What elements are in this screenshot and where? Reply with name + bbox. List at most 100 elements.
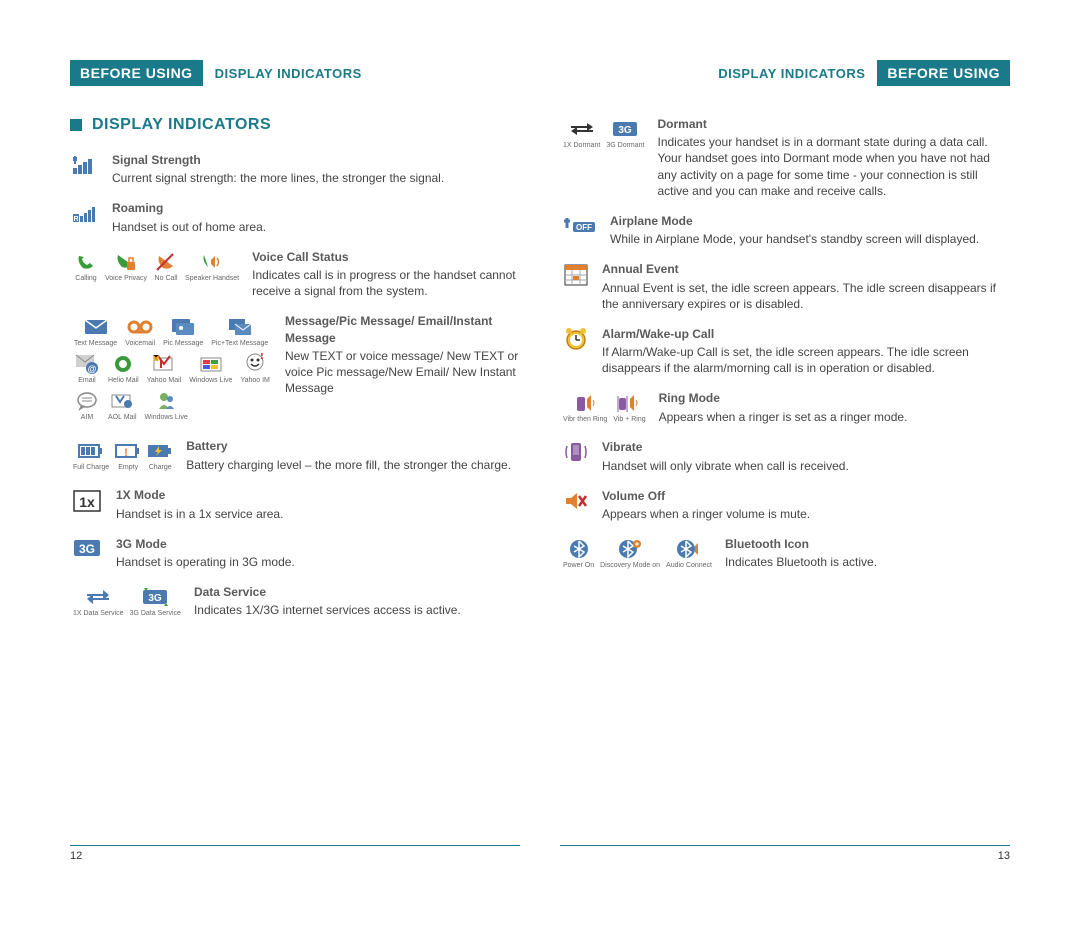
item-vibrate: Vibrate Handset will only vibrate when c… bbox=[560, 439, 1010, 473]
item-voice-call: Calling Voice Privacy No Call Speaker Ha… bbox=[70, 249, 520, 300]
page-number-right: 13 bbox=[560, 845, 1010, 862]
item-3g: 3G 3G Mode Handset is operating in 3G mo… bbox=[70, 536, 520, 570]
item-title: Annual Event bbox=[602, 261, 1010, 277]
item-title: Volume Off bbox=[602, 488, 1010, 504]
yahoo-mail-icon bbox=[151, 353, 177, 375]
item-title: Ring Mode bbox=[659, 390, 1010, 406]
windows-live-icon bbox=[198, 353, 224, 375]
svg-text:!: ! bbox=[260, 353, 264, 362]
item-message: Text Message Voicemail Pic Message Pic+T… bbox=[70, 313, 520, 424]
signal-icon bbox=[73, 154, 99, 176]
item-desc: Handset is in a 1x service area. bbox=[116, 506, 520, 522]
item-desc: Handset is operating in 3G mode. bbox=[116, 554, 520, 570]
bt-power-icon bbox=[566, 538, 592, 560]
helio-mail-icon bbox=[110, 353, 136, 375]
no-call-icon bbox=[153, 251, 179, 273]
voicemail-icon bbox=[127, 316, 153, 338]
aim-icon bbox=[74, 390, 100, 412]
windows-live2-icon bbox=[153, 390, 179, 412]
item-title: Dormant bbox=[657, 116, 1010, 132]
text-message-icon bbox=[83, 316, 109, 338]
pic-text-message-icon bbox=[227, 316, 253, 338]
svg-text:R: R bbox=[73, 216, 78, 223]
item-title: Roaming bbox=[112, 200, 520, 216]
item-title: 3G Mode bbox=[116, 536, 520, 552]
right-page: DISPLAY INDICATORS BEFORE USING 1X Dorma… bbox=[540, 60, 1030, 892]
item-title: Battery bbox=[186, 438, 520, 454]
item-dormant: 1X Dormant 3G3G Dormant Dormant Indicate… bbox=[560, 116, 1010, 199]
section-title-row: DISPLAY INDICATORS bbox=[70, 116, 520, 134]
1x-data-icon bbox=[85, 586, 111, 608]
item-battery: Full Charge !Empty Charge Battery Batter… bbox=[70, 438, 520, 473]
1x-mode-icon: 1x bbox=[73, 489, 103, 513]
voice-privacy-icon bbox=[113, 251, 139, 273]
bt-discovery-icon bbox=[617, 538, 643, 560]
item-roaming: R Roaming Handset is out of home area. bbox=[70, 200, 520, 234]
section-title: DISPLAY INDICATORS bbox=[92, 116, 271, 134]
svg-text:OFF: OFF bbox=[576, 223, 592, 232]
empty-icon: ! bbox=[115, 440, 141, 462]
item-volume-off: Volume Off Appears when a ringer volume … bbox=[560, 488, 1010, 522]
volume-off-icon bbox=[563, 490, 589, 512]
item-bluetooth: Power On Discovery Mode on Audio Connect… bbox=[560, 536, 1010, 571]
roaming-icon: R bbox=[73, 202, 99, 224]
item-desc: Appears when a ringer is set as a ringer… bbox=[659, 409, 1010, 425]
item-alarm: Alarm/Wake-up Call If Alarm/Wake-up Call… bbox=[560, 326, 1010, 377]
page-number-left: 12 bbox=[70, 845, 520, 862]
aol-mail-icon bbox=[109, 390, 135, 412]
left-page: BEFORE USING DISPLAY INDICATORS DISPLAY … bbox=[50, 60, 540, 892]
3g-dormant-icon: 3G bbox=[612, 118, 638, 140]
item-desc: Current signal strength: the more lines,… bbox=[112, 170, 520, 186]
item-desc: Indicates 1X/3G internet services access… bbox=[194, 602, 520, 618]
left-header: BEFORE USING DISPLAY INDICATORS bbox=[70, 60, 520, 86]
3g-data-icon: 3G bbox=[142, 586, 168, 608]
svg-text:3G: 3G bbox=[79, 542, 95, 556]
item-ring-mode: Vibr then Ring Vib + Ring Ring Mode Appe… bbox=[560, 390, 1010, 425]
item-signal-strength: Signal Strength Current signal strength:… bbox=[70, 152, 520, 186]
svg-text:3G: 3G bbox=[619, 125, 633, 136]
item-title: Voice Call Status bbox=[252, 249, 520, 265]
before-using-badge: BEFORE USING bbox=[877, 60, 1010, 86]
item-data-service: 1X Data Service 3G3G Data Service Data S… bbox=[70, 584, 520, 619]
yahoo-im-icon: ! bbox=[242, 353, 268, 375]
right-header: DISPLAY INDICATORS BEFORE USING bbox=[560, 60, 1010, 86]
svg-text:@: @ bbox=[88, 364, 97, 374]
1x-dormant-icon bbox=[569, 118, 595, 140]
airplane-icon: OFF bbox=[563, 215, 597, 237]
item-title: Vibrate bbox=[602, 439, 1010, 455]
item-desc: If Alarm/Wake-up Call is set, the idle s… bbox=[602, 344, 1010, 376]
item-desc: Annual Event is set, the idle screen app… bbox=[602, 280, 1010, 312]
item-annual: Annual Event Annual Event is set, the id… bbox=[560, 261, 1010, 312]
item-title: Airplane Mode bbox=[610, 213, 1010, 229]
alarm-icon bbox=[563, 328, 589, 350]
item-desc: Handset will only vibrate when call is r… bbox=[602, 458, 1010, 474]
svg-text:3G: 3G bbox=[149, 593, 163, 604]
vibr-ring-icon bbox=[572, 392, 598, 414]
item-desc: Indicates your handset is in a dormant s… bbox=[657, 134, 1010, 199]
svg-text:1x: 1x bbox=[79, 494, 95, 510]
email-icon: @ bbox=[74, 353, 100, 375]
item-desc: Indicates call is in progress or the han… bbox=[252, 267, 520, 299]
bt-audio-icon bbox=[676, 538, 702, 560]
charge-icon bbox=[147, 440, 173, 462]
calendar-icon bbox=[563, 263, 589, 285]
item-title: Message/Pic Message/ Email/Instant Messa… bbox=[285, 313, 520, 345]
3g-mode-icon: 3G bbox=[73, 538, 103, 558]
pic-message-icon bbox=[170, 316, 196, 338]
vib-plus-ring-icon bbox=[616, 392, 642, 414]
item-desc: Handset is out of home area. bbox=[112, 219, 520, 235]
square-bullet-icon bbox=[70, 119, 82, 131]
item-1x: 1x 1X Mode Handset is in a 1x service ar… bbox=[70, 487, 520, 521]
item-desc: Appears when a ringer volume is mute. bbox=[602, 506, 1010, 522]
item-title: Bluetooth Icon bbox=[725, 536, 1010, 552]
item-desc: While in Airplane Mode, your handset's s… bbox=[610, 231, 1010, 247]
vibrate-icon bbox=[563, 441, 589, 463]
header-sub-left: DISPLAY INDICATORS bbox=[215, 66, 362, 81]
item-desc: Indicates Bluetooth is active. bbox=[725, 554, 1010, 570]
before-using-badge: BEFORE USING bbox=[70, 60, 203, 86]
calling-icon bbox=[73, 251, 99, 273]
item-airplane: OFF Airplane Mode While in Airplane Mode… bbox=[560, 213, 1010, 247]
header-sub-right: DISPLAY INDICATORS bbox=[718, 66, 865, 81]
item-title: Alarm/Wake-up Call bbox=[602, 326, 1010, 342]
full-charge-icon bbox=[78, 440, 104, 462]
